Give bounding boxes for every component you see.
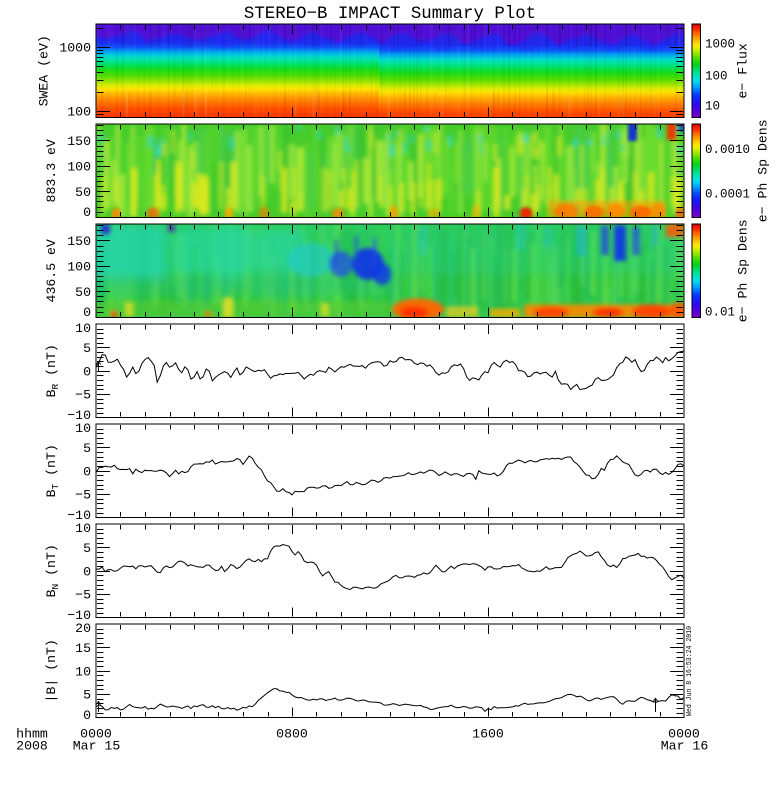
svg-text:0: 0 xyxy=(83,364,91,379)
svg-text:883.3 eV: 883.3 eV xyxy=(44,139,59,202)
svg-text:50: 50 xyxy=(75,185,91,200)
svg-text:10: 10 xyxy=(705,100,720,114)
svg-text:0: 0 xyxy=(83,464,91,479)
svg-text:−5: −5 xyxy=(75,488,91,503)
svg-text:0.0001: 0.0001 xyxy=(705,188,750,202)
svg-text:1000: 1000 xyxy=(705,38,735,52)
svg-text:|B| (nT): |B| (nT) xyxy=(44,639,59,702)
svg-text:100: 100 xyxy=(67,159,91,174)
svg-text:Mar 15: Mar 15 xyxy=(73,739,121,754)
svg-text:0: 0 xyxy=(83,205,91,220)
svg-text:BR (nT): BR (nT) xyxy=(44,344,61,397)
svg-text:0: 0 xyxy=(83,564,91,579)
svg-text:5: 5 xyxy=(83,688,91,703)
svg-text:0.0010: 0.0010 xyxy=(705,143,750,157)
svg-text:−5: −5 xyxy=(75,588,91,603)
svg-text:−10: −10 xyxy=(67,608,91,623)
svg-text:100: 100 xyxy=(705,70,728,84)
svg-text:BT (nT): BT (nT) xyxy=(44,444,61,497)
svg-text:SWEA (eV): SWEA (eV) xyxy=(37,35,52,106)
svg-text:150: 150 xyxy=(67,134,91,149)
svg-text:0: 0 xyxy=(83,708,91,723)
svg-text:Mar 16: Mar 16 xyxy=(661,739,709,754)
svg-text:e− Ph Sp Dens: e− Ph Sp Dens xyxy=(756,119,771,222)
svg-text:10: 10 xyxy=(75,521,91,536)
svg-text:436.5 eV: 436.5 eV xyxy=(44,239,59,302)
svg-text:0000: 0000 xyxy=(80,727,112,742)
svg-text:BN (nT): BN (nT) xyxy=(44,544,61,597)
svg-text:0800: 0800 xyxy=(276,727,308,742)
svg-text:0: 0 xyxy=(83,305,91,320)
svg-text:1000: 1000 xyxy=(59,41,91,56)
svg-text:STEREO−B IMPACT Summary Plot: STEREO−B IMPACT Summary Plot xyxy=(244,5,536,24)
svg-text:2008: 2008 xyxy=(16,739,48,754)
svg-text:10: 10 xyxy=(75,664,91,679)
svg-text:150: 150 xyxy=(67,234,91,249)
svg-text:e− Ph Sp Dens: e− Ph Sp Dens xyxy=(736,219,751,322)
svg-text:15: 15 xyxy=(75,641,91,656)
svg-text:100: 100 xyxy=(67,259,91,274)
svg-text:5: 5 xyxy=(83,441,91,456)
svg-text:−10: −10 xyxy=(67,508,91,523)
svg-text:5: 5 xyxy=(83,341,91,356)
svg-text:Wed Jun 8 16:53:24 2010: Wed Jun 8 16:53:24 2010 xyxy=(686,626,694,716)
svg-text:50: 50 xyxy=(75,285,91,300)
svg-text:10: 10 xyxy=(75,321,91,336)
svg-text:0.01: 0.01 xyxy=(705,306,735,320)
svg-text:e− Flux: e− Flux xyxy=(736,43,751,98)
svg-text:1600: 1600 xyxy=(472,727,504,742)
svg-text:20: 20 xyxy=(75,621,91,636)
svg-text:hhmm: hhmm xyxy=(16,727,48,742)
svg-text:5: 5 xyxy=(83,541,91,556)
svg-text:100: 100 xyxy=(67,105,91,120)
svg-text:10: 10 xyxy=(75,421,91,436)
svg-text:0000: 0000 xyxy=(668,727,700,742)
svg-text:−10: −10 xyxy=(67,408,91,423)
svg-text:−5: −5 xyxy=(75,388,91,403)
